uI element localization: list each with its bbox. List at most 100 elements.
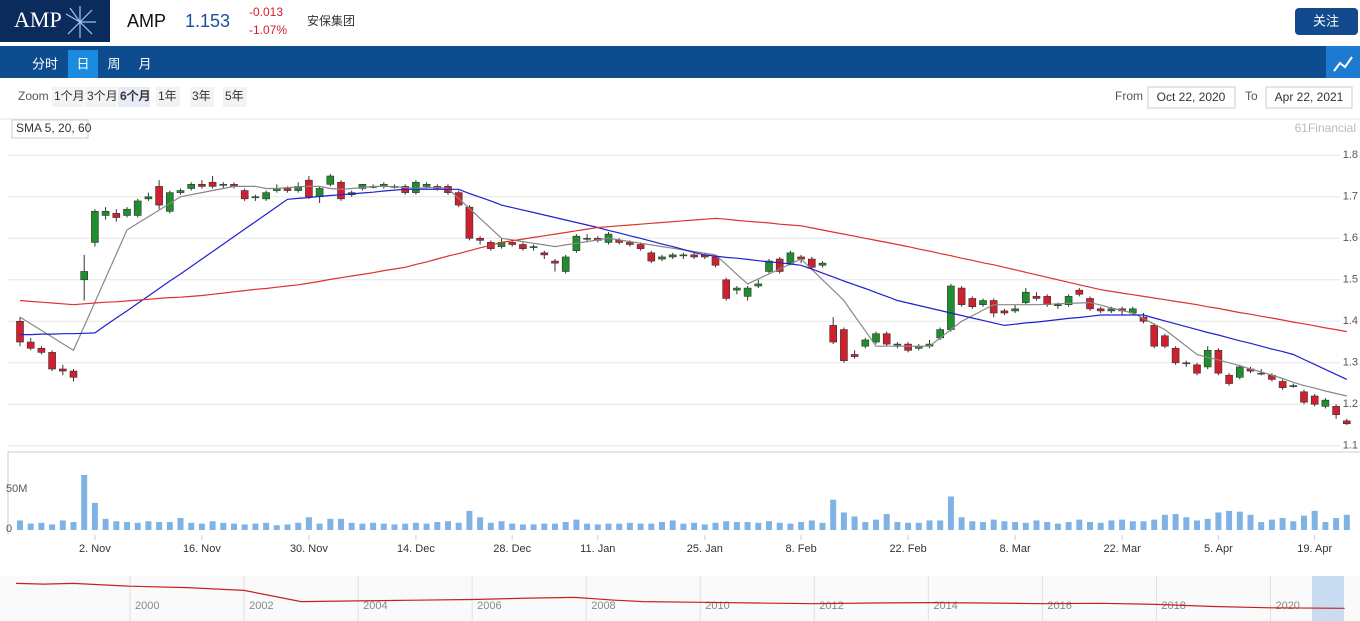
- candle-body: [133, 200, 142, 216]
- volume-bar: [605, 523, 612, 530]
- volume-bar: [241, 524, 248, 530]
- zoom-button[interactable]: [156, 87, 180, 107]
- volume-bar: [552, 523, 558, 530]
- candle-body: [166, 192, 174, 212]
- zoom-option[interactable]: 3个月: [87, 89, 118, 103]
- sma-line: [20, 188, 1348, 380]
- candle-body: [850, 354, 859, 357]
- volume-bar: [498, 521, 505, 530]
- volume-bar: [958, 517, 965, 530]
- volume-bar: [659, 522, 665, 530]
- candle-body: [989, 300, 998, 314]
- candle-body: [337, 181, 345, 200]
- volume-bar: [787, 523, 794, 530]
- candle-body: [1032, 296, 1041, 299]
- candle-body: [262, 192, 270, 200]
- change: -0.013: [249, 5, 283, 19]
- follow-button[interactable]: [1295, 8, 1358, 35]
- volume-bar: [530, 524, 537, 530]
- volume-bar: [541, 523, 548, 530]
- candle-body: [1289, 385, 1298, 387]
- volume-bar: [188, 522, 195, 530]
- navigator-tick-label: 2008: [591, 600, 615, 612]
- volume-bar: [744, 522, 751, 530]
- zoom-button[interactable]: [190, 87, 214, 107]
- to-date[interactable]: Apr 22, 2021: [1275, 90, 1344, 104]
- candle-body: [786, 252, 795, 264]
- zoom-button[interactable]: [85, 87, 117, 107]
- candle-body: [979, 300, 987, 305]
- from-date[interactable]: Oct 22, 2020: [1157, 90, 1226, 104]
- candle-body: [1064, 296, 1073, 305]
- chart-type-icon: [1333, 56, 1353, 72]
- tab[interactable]: 月: [138, 56, 151, 71]
- candle-body: [187, 184, 195, 189]
- candle-body: [529, 246, 538, 248]
- zoom-button[interactable]: [118, 87, 150, 107]
- y-tick-label: 1.4: [1343, 315, 1358, 327]
- candle-body: [176, 190, 185, 193]
- volume-bar: [755, 522, 762, 530]
- zoom-option[interactable]: 6个月: [120, 88, 151, 103]
- volume-bar: [840, 512, 847, 530]
- volume-bar: [1247, 514, 1254, 530]
- candle-body: [58, 368, 67, 372]
- candle-body: [315, 188, 324, 198]
- candle-body: [1021, 291, 1030, 303]
- x-tick-label: 22. Mar: [1103, 543, 1141, 555]
- change-pct: -1.07%: [249, 23, 287, 37]
- candle-body: [893, 343, 902, 346]
- volume-bar: [134, 522, 141, 530]
- navigator-tick-label: 2020: [1275, 600, 1299, 612]
- tab[interactable]: 日: [76, 56, 89, 71]
- candle-body: [829, 325, 838, 343]
- zoom-option[interactable]: 5年: [225, 89, 244, 103]
- navigator[interactable]: [0, 576, 1360, 621]
- zoom-option[interactable]: 1年: [158, 89, 177, 103]
- zoom-option[interactable]: 3年: [192, 89, 211, 103]
- watermark: 61Financial: [1295, 121, 1356, 135]
- volume-bar: [1333, 518, 1340, 530]
- zoom-button[interactable]: [223, 87, 247, 107]
- to-input[interactable]: [1265, 86, 1353, 109]
- from-input[interactable]: [1147, 86, 1236, 109]
- follow-label[interactable]: 关注: [1313, 13, 1339, 28]
- chart-type-button[interactable]: [1326, 46, 1360, 78]
- volume-bar: [412, 522, 419, 530]
- candle-body: [1043, 296, 1051, 305]
- volume-bar: [862, 522, 869, 530]
- navigator-tick-label: 2018: [1161, 600, 1185, 612]
- volume-bar: [1108, 520, 1115, 530]
- navigator-selection[interactable]: [1312, 576, 1344, 621]
- zoom-button[interactable]: [52, 87, 84, 107]
- candle-body: [1161, 335, 1169, 347]
- y-tick-label: 1.1: [1343, 440, 1358, 452]
- candle-body: [422, 184, 431, 187]
- tab[interactable]: 分时: [32, 56, 58, 71]
- header-bar: [0, 0, 1360, 45]
- volume-bar: [947, 496, 954, 530]
- navigator-tick-label: 2016: [1047, 600, 1071, 612]
- volume-bar: [691, 522, 698, 530]
- volume-bar: [616, 523, 623, 530]
- candle-body: [326, 175, 335, 185]
- candle-body: [626, 242, 634, 245]
- candle-body: [16, 320, 24, 343]
- candle-body: [561, 256, 570, 272]
- zoom-option[interactable]: 1个月: [54, 89, 85, 103]
- candle-body: [1225, 374, 1233, 384]
- navigator-line: [15, 582, 1345, 609]
- volume-bar: [145, 521, 152, 530]
- volume-bar: [1044, 522, 1051, 530]
- volume-bar: [562, 522, 569, 530]
- volume-bar: [1194, 520, 1200, 530]
- candle-body: [69, 370, 78, 378]
- candle-body: [1096, 308, 1105, 312]
- volume-bar: [969, 521, 976, 530]
- volume-bar: [1097, 522, 1104, 530]
- candle-body: [1011, 308, 1019, 312]
- volume-bar: [1183, 517, 1190, 530]
- tab[interactable]: 周: [107, 56, 120, 71]
- volume-bar: [1087, 522, 1093, 530]
- volume-bar: [327, 518, 334, 530]
